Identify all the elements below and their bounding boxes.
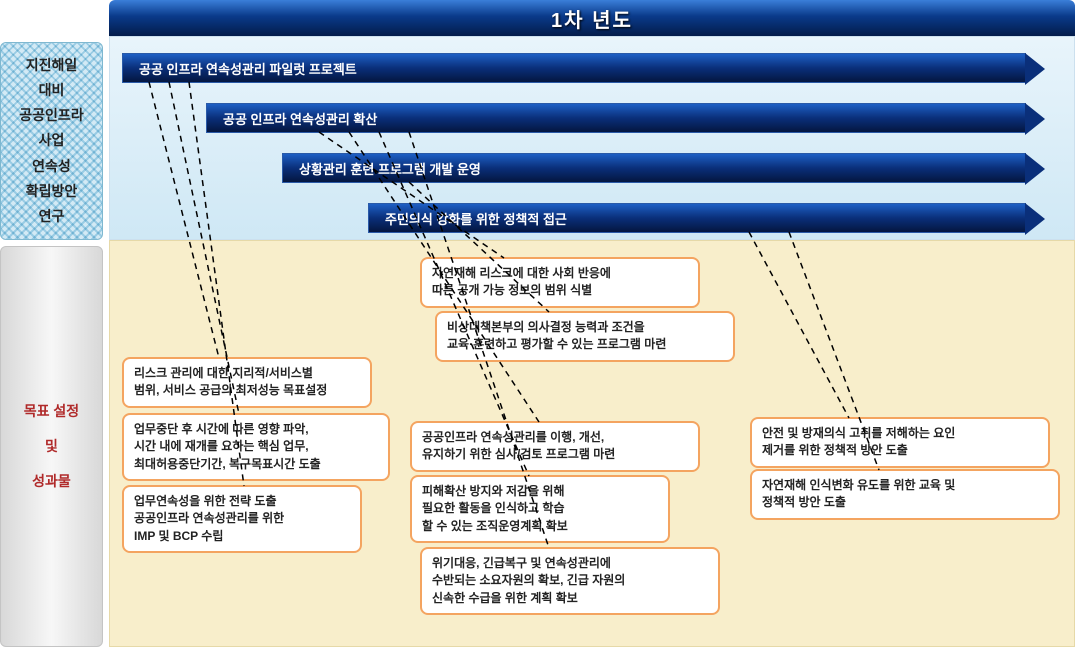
sidebar-top-line: 공공인프라 [19,103,83,128]
main-panel: 1차 년도 공공 인프라 연속성관리 파일럿 프로젝트공공 인프라 연속성관리 … [109,0,1075,647]
sidebar-block-goals: 목표 설정 및 성과물 [0,246,103,647]
task-arrow-1: 공공 인프라 연속성관리 확산 [206,103,1026,133]
sidebar: 지진해일 대비 공공인프라 사업 연속성 확립방안 연구 목표 설정 및 성과물 [0,0,103,647]
note-box-n2: 비상대책본부의 의사결정 능력과 조건을교육·훈련하고 평가할 수 있는 프로그… [435,311,735,362]
note-box-n1: 자연재해 리스크에 대한 사회 반응에따른 공개 가능 정보의 범위 식별 [420,257,700,308]
note-box-n8: 피해확산 방지와 저감을 위해필요한 활동을 인식하고 학습할 수 있는 조직운… [410,475,670,543]
note-line: 교육·훈련하고 평가할 수 있는 프로그램 마련 [447,336,723,353]
sidebar-bottom-line: 성과물 [32,469,71,494]
task-arrow-0: 공공 인프라 연속성관리 파일럿 프로젝트 [122,53,1026,83]
note-line: 할 수 있는 조직운영계획 확보 [422,518,658,535]
sidebar-bottom-line: 목표 설정 [24,399,79,424]
note-box-n5: 공공인프라 연속성관리를 이행, 개선,유지하기 위한 심사/검토 프로그램 마… [410,421,700,472]
deliverable-zone: 자연재해 리스크에 대한 사회 반응에따른 공개 가능 정보의 범위 식별비상대… [109,240,1075,647]
note-line: 안전 및 방재의식 고취를 저해하는 요인 [762,425,1038,442]
page-root: 지진해일 대비 공공인프라 사업 연속성 확립방안 연구 목표 설정 및 성과물… [0,0,1075,647]
sidebar-block-research-topic: 지진해일 대비 공공인프라 사업 연속성 확립방안 연구 [0,42,103,240]
note-line: 위기대응, 긴급복구 및 연속성관리에 [432,555,708,572]
note-line: 따른 공개 가능 정보의 범위 식별 [432,282,688,299]
task-arrow-2: 상황관리 훈련 프로그램 개발 운영 [282,153,1026,183]
sidebar-top-line: 확립방안 [26,179,78,204]
note-box-n10: 위기대응, 긴급복구 및 연속성관리에수반되는 소요자원의 확보, 긴급 자원의… [420,547,720,615]
note-line: 유지하기 위한 심사/검토 프로그램 마련 [422,446,688,463]
note-line: 리스크 관리에 대한 지리적/서비스별 [134,365,360,382]
task-arrow-label: 상황관리 훈련 프로그램 개발 운영 [299,159,481,178]
sidebar-top-line: 사업 [39,128,65,153]
note-line: 제거를 위한 정책적 방안 도출 [762,442,1038,459]
note-box-n7: 업무연속성을 위한 전략 도출공공인프라 연속성관리를 위한IMP 및 BCP … [122,485,362,553]
task-arrow-3: 주민의식 강화를 위한 정책적 접근 [368,203,1026,233]
task-arrow-label: 주민의식 강화를 위한 정책적 접근 [385,209,567,228]
note-line: 필요한 활동을 인식하고 학습 [422,500,658,517]
sidebar-spacer [0,0,103,36]
note-box-n6: 안전 및 방재의식 고취를 저해하는 요인제거를 위한 정책적 방안 도출 [750,417,1050,468]
sidebar-bottom-line: 및 [45,434,58,459]
note-box-n9: 자연재해 인식변화 유도를 위한 교육 및정책적 방안 도출 [750,469,1060,520]
note-line: IMP 및 BCP 수립 [134,528,350,545]
note-line: 시간 내에 재개를 요하는 핵심 업무, [134,438,378,455]
task-arrow-zone: 공공 인프라 연속성관리 파일럿 프로젝트공공 인프라 연속성관리 확산상황관리… [109,36,1075,240]
note-line: 자연재해 리스크에 대한 사회 반응에 [432,265,688,282]
note-line: 자연재해 인식변화 유도를 위한 교육 및 [762,477,1048,494]
note-line: 비상대책본부의 의사결정 능력과 조건을 [447,319,723,336]
task-arrow-label: 공공 인프라 연속성관리 파일럿 프로젝트 [139,59,357,78]
note-box-n3: 리스크 관리에 대한 지리적/서비스별범위, 서비스 공급의 최저성능 목표설정 [122,357,372,408]
sidebar-top-line: 연구 [39,204,65,229]
note-line: 공공인프라 연속성관리를 이행, 개선, [422,429,688,446]
note-line: 범위, 서비스 공급의 최저성능 목표설정 [134,382,360,399]
note-line: 업무중단 후 시간에 따른 영향 파악, [134,421,378,438]
year-title-text: 1차 년도 [551,4,633,33]
note-line: 공공인프라 연속성관리를 위한 [134,510,350,527]
sidebar-top-line: 연속성 [32,154,71,179]
task-arrow-label: 공공 인프라 연속성관리 확산 [223,109,377,128]
note-line: 피해확산 방지와 저감을 위해 [422,483,658,500]
note-line: 최대허용중단기간, 복구목표시간 도출 [134,456,378,473]
year-title-bar: 1차 년도 [109,0,1075,36]
note-line: 정책적 방안 도출 [762,494,1048,511]
note-line: 업무연속성을 위한 전략 도출 [134,493,350,510]
sidebar-top-line: 대비 [39,78,65,103]
sidebar-top-line: 지진해일 [26,53,78,78]
note-box-n4: 업무중단 후 시간에 따른 영향 파악,시간 내에 재개를 요하는 핵심 업무,… [122,413,390,481]
note-line: 수반되는 소요자원의 확보, 긴급 자원의 [432,572,708,589]
note-line: 신속한 수급을 위한 계획 확보 [432,590,708,607]
